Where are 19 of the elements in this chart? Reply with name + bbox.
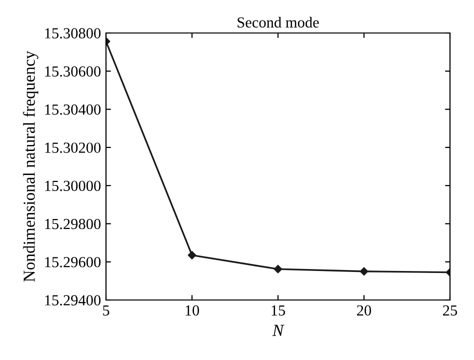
y-tick-label: 15.29400 — [45, 295, 101, 306]
x-axis-title: N — [272, 324, 284, 336]
y-tick-label: 15.30000 — [45, 180, 101, 192]
x-tick-label: 25 — [443, 305, 458, 316]
y-tick-label: 15.29600 — [45, 257, 101, 268]
y-tick-label: 15.29800 — [45, 218, 101, 230]
y-tick-label: 15.30400 — [45, 104, 101, 115]
point — [360, 267, 368, 276]
point — [274, 264, 282, 274]
chart-title: Second mode — [238, 16, 319, 28]
y-tick-label: 15.30200 — [45, 142, 101, 153]
x-tick-label: 5 — [103, 305, 110, 316]
x-tick-label: 20 — [357, 305, 372, 316]
x-tick-label: 10 — [186, 305, 200, 316]
point — [188, 251, 196, 260]
y-tick-label: 15.30600 — [45, 66, 101, 77]
y-axis-title: Nondimensional natural frequency — [22, 50, 38, 282]
y-tick-label: 15.30800 — [45, 28, 101, 39]
x-tick-label: 15 — [272, 305, 286, 316]
